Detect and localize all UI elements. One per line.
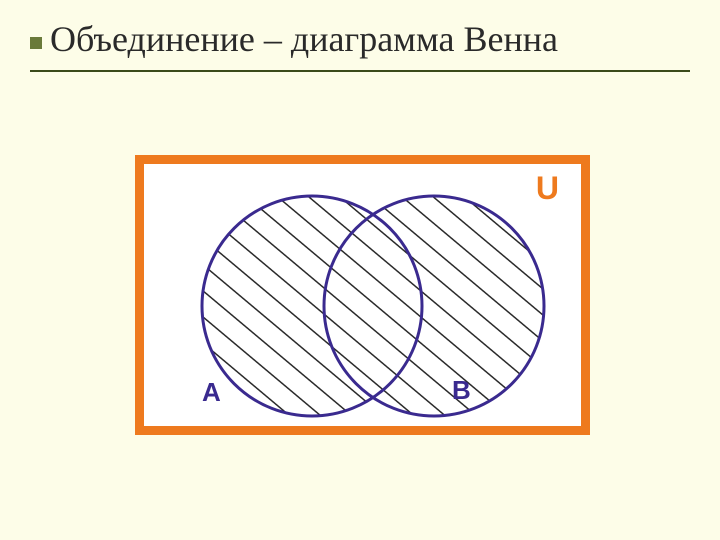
title-area: Объединение – диаграмма Венна: [0, 18, 720, 72]
title-text: Объединение – диаграмма Венна: [50, 19, 558, 59]
venn-diagram: U A B: [135, 155, 590, 435]
slide: Объединение – диаграмма Венна U A B: [0, 0, 720, 540]
label-set-b: B: [452, 375, 471, 406]
page-title: Объединение – диаграмма Венна: [30, 18, 690, 60]
bullet-icon: [30, 37, 42, 49]
label-universe: U: [536, 170, 559, 207]
title-rule: [30, 70, 690, 72]
universe-box: U A B: [135, 155, 590, 435]
label-set-a: A: [202, 377, 221, 408]
